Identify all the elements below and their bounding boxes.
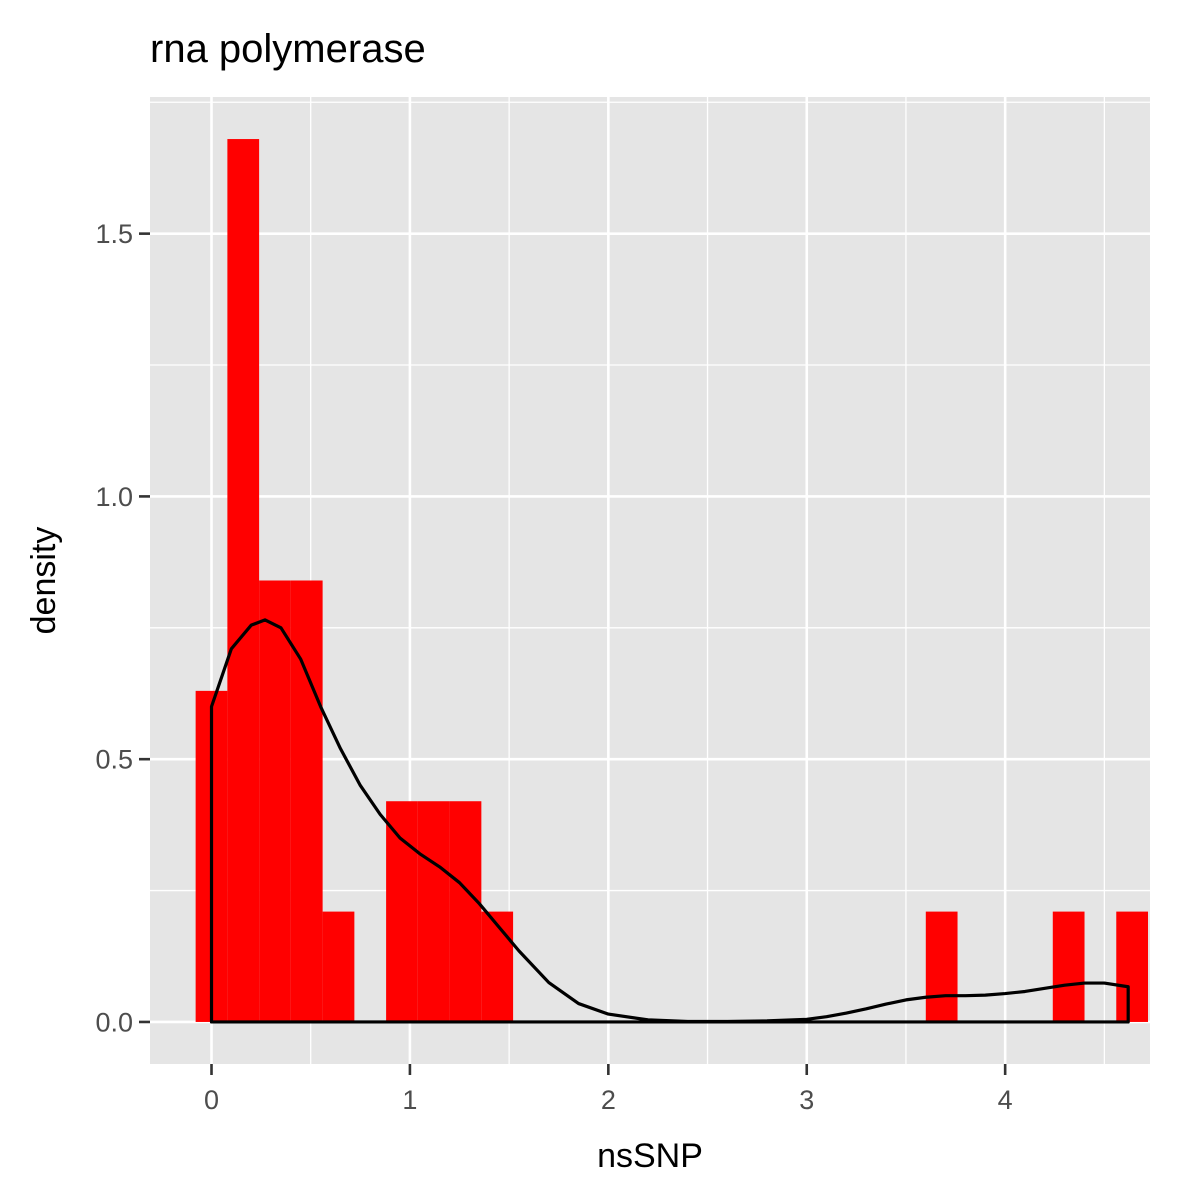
histogram-bar [481,911,514,1022]
histogram-bar [1052,911,1085,1022]
histogram-bar [227,139,260,1022]
y-tick-label: 0.5 [95,745,133,775]
histogram-bar [1116,911,1149,1022]
y-tick-label: 1.5 [95,219,133,249]
histogram-bar [925,911,958,1022]
y-axis-title: density [25,527,63,635]
x-axis: 0 1 2 3 4 [204,1064,1013,1115]
histogram-bar [322,911,355,1022]
x-tick-label: 3 [799,1085,814,1115]
histogram-bar [417,801,450,1022]
x-tick-label: 0 [204,1085,219,1115]
y-tick-label: 1.0 [95,482,133,512]
y-axis: 0.0 0.5 1.0 1.5 [95,219,150,1037]
chart-title: rna polymerase [150,27,426,71]
x-axis-title: nsSNP [597,1137,703,1175]
minor-gridlines [150,97,1150,1064]
x-tick-label: 2 [601,1085,616,1115]
x-tick-label: 4 [998,1085,1013,1115]
x-tick-label: 1 [402,1085,417,1115]
histogram-bar [259,580,291,1022]
histogram-bar [449,801,482,1022]
y-tick-label: 0.0 [95,1007,133,1037]
histogram-bar [290,580,323,1022]
density-curve [209,618,1130,1024]
histogram-bar [386,801,418,1022]
